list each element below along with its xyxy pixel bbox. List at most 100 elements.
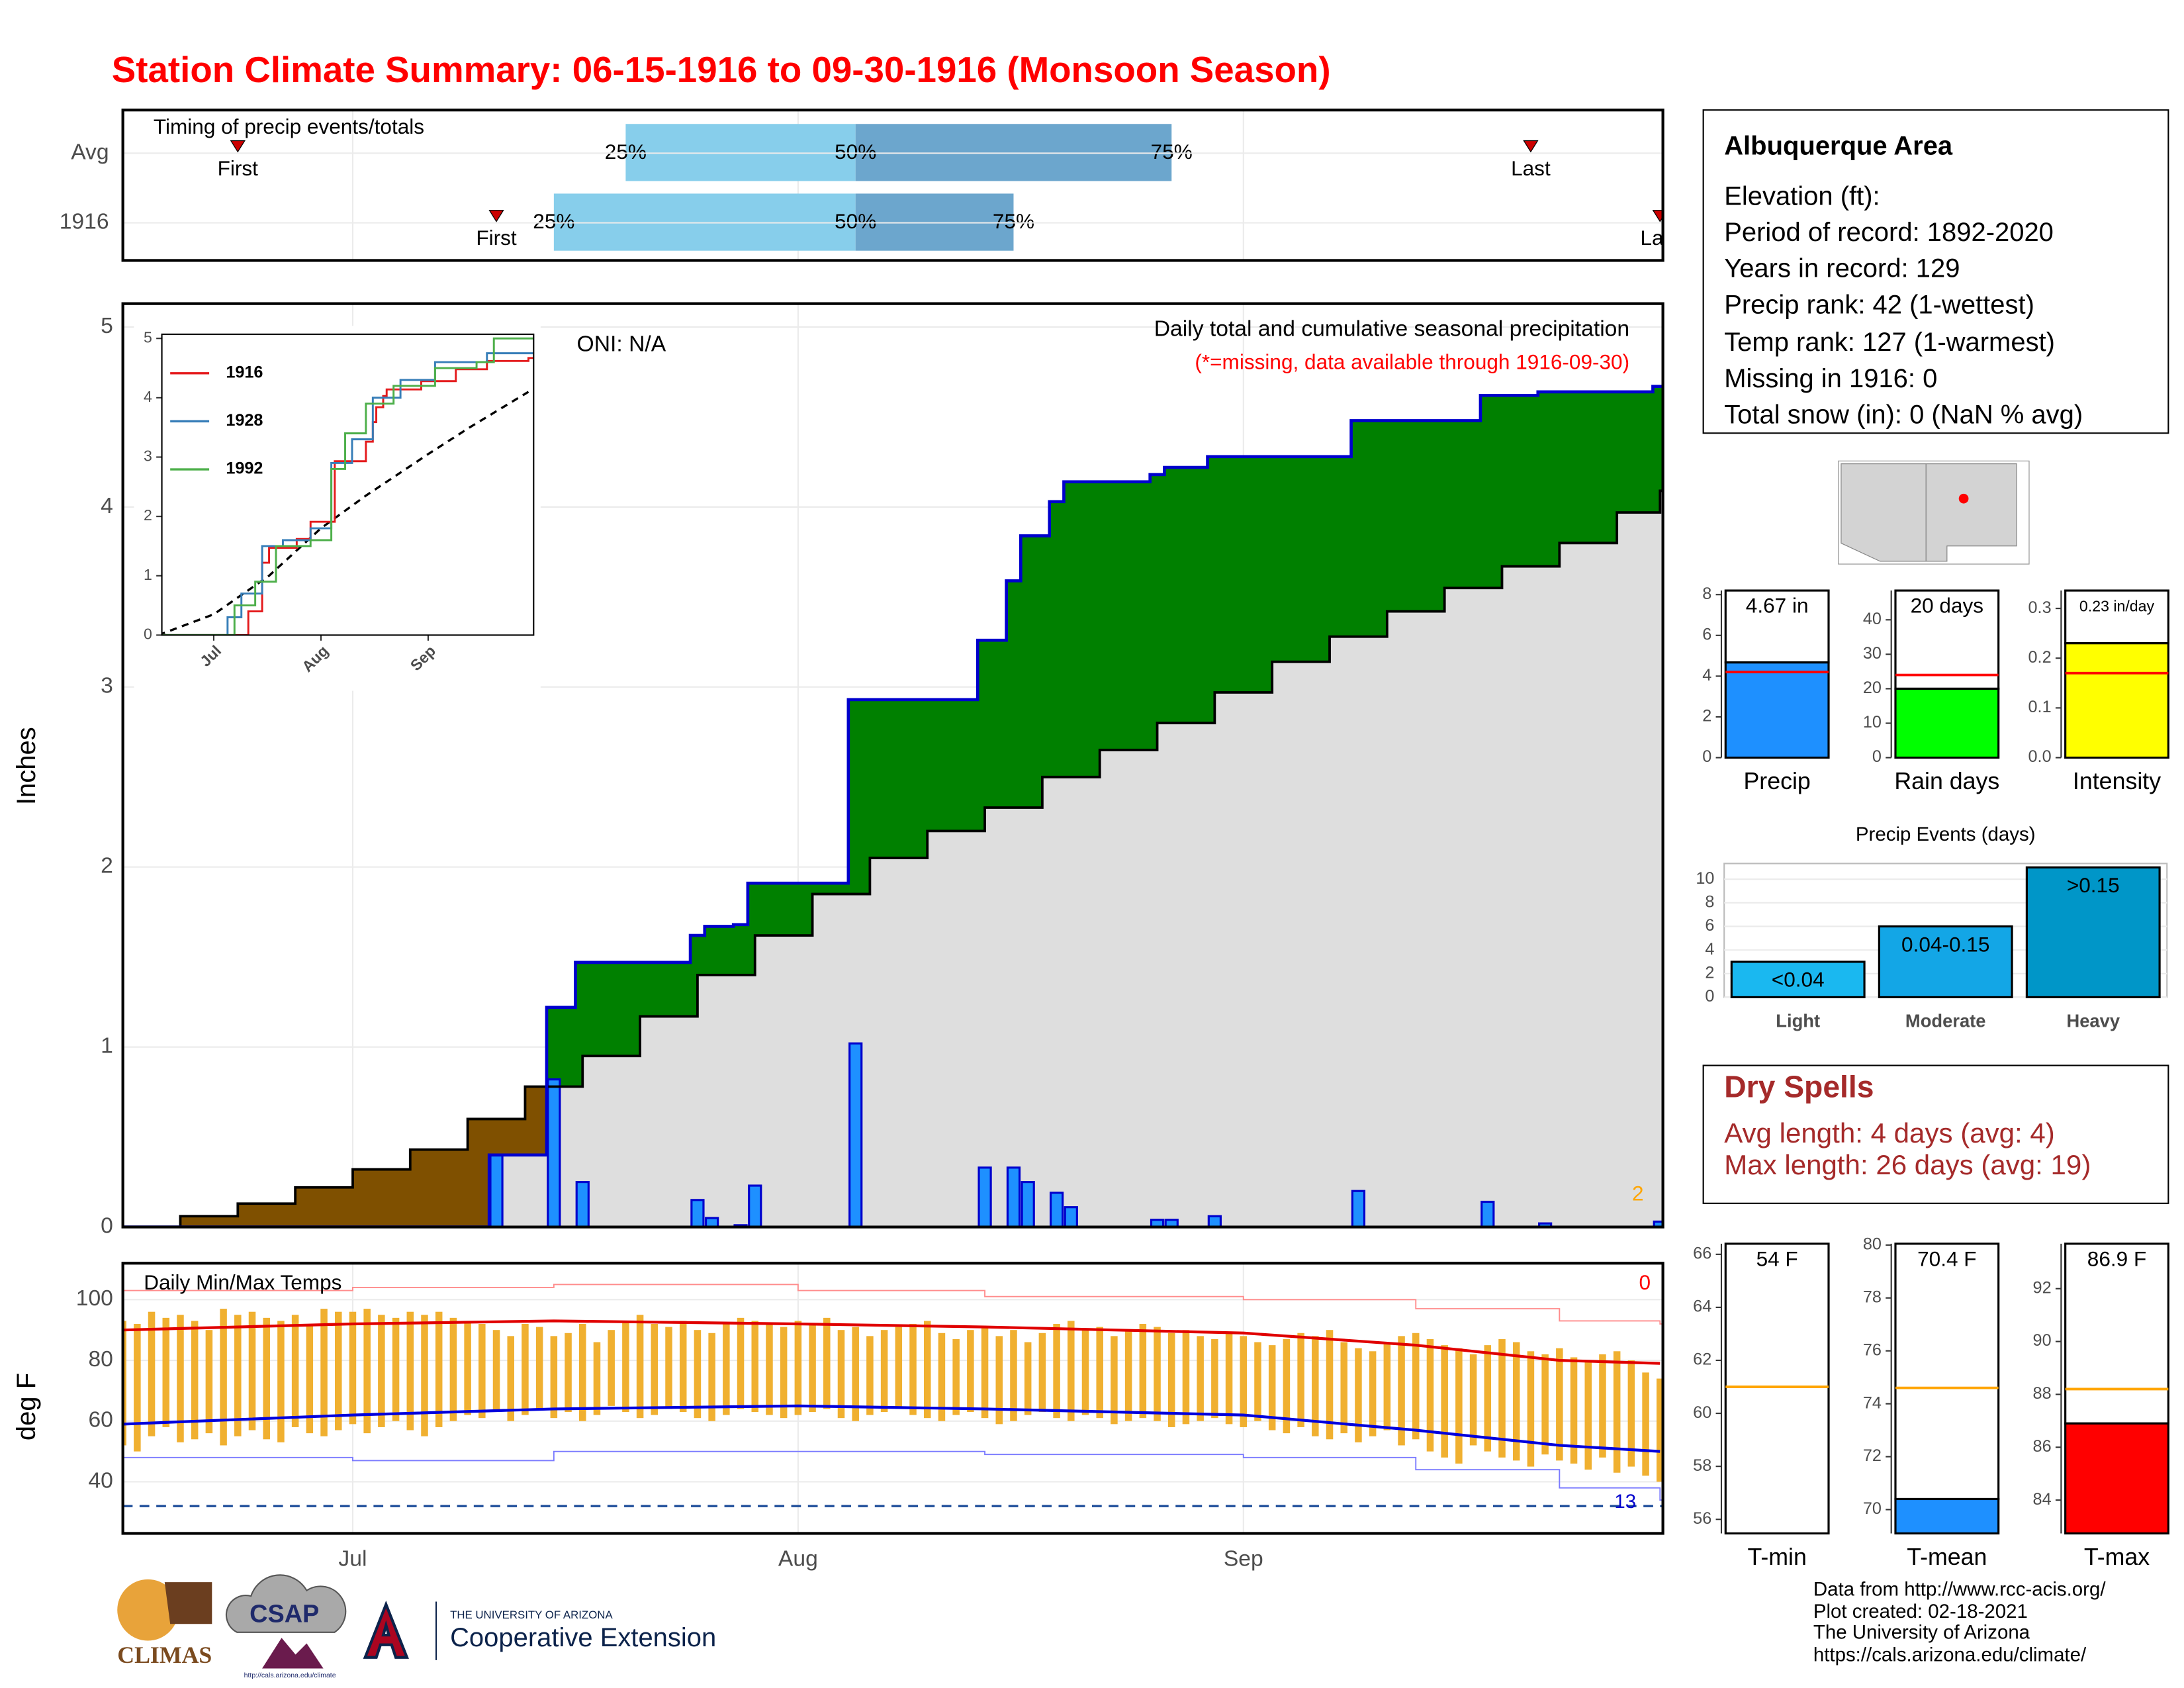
inset-frame — [161, 333, 535, 636]
y-tick-label: 0.3 — [2028, 598, 2052, 617]
dry-spells-line: Max length: 26 days (avg: 19) — [1724, 1149, 2091, 1180]
temp-range-bar — [263, 1317, 270, 1440]
temp-range-bar — [220, 1309, 227, 1446]
quartile-label: 25% — [605, 140, 647, 164]
temp-range-bar — [967, 1330, 974, 1413]
temp-range-bar — [1398, 1336, 1405, 1446]
temp-range-bar — [737, 1317, 745, 1409]
credit-line: https://cals.arizona.edu/climate/ — [1813, 1644, 2087, 1665]
temp-plot — [122, 1284, 1663, 1507]
temp-range-bar — [1613, 1351, 1621, 1473]
record-high-line — [122, 1284, 1663, 1325]
logo-shape — [117, 1579, 179, 1641]
temp-range-bar — [895, 1327, 903, 1409]
average-line — [122, 489, 1663, 1227]
y-tick-label: 80 — [88, 1347, 113, 1372]
temp-range-bar — [248, 1311, 256, 1430]
panel-title: Timing of precip events/totals — [154, 115, 424, 138]
temp-range-bar — [593, 1342, 601, 1415]
quartile-label: 50% — [835, 140, 876, 164]
quartile-bar — [553, 193, 856, 251]
temp-range-bar — [1081, 1330, 1089, 1415]
precip-plot — [122, 385, 1663, 1227]
temp-range-bar — [535, 1327, 543, 1409]
temp-range-bar — [565, 1333, 572, 1413]
info-box — [1702, 109, 2169, 434]
temp-range-bar — [306, 1324, 314, 1434]
temp-range-bar — [1584, 1360, 1592, 1470]
daily-precip-bar — [1480, 1200, 1495, 1227]
y-tick-label: 40 — [1863, 610, 1882, 628]
temp-range-bar — [1283, 1338, 1291, 1434]
y-tick-label: 4 — [101, 494, 113, 518]
label-box — [2064, 589, 2169, 645]
daily-precip-bar — [489, 1154, 504, 1227]
temp-range-bar — [392, 1317, 400, 1421]
temp-range-bar — [608, 1330, 615, 1406]
daily-precip-bar — [978, 1166, 992, 1227]
temp-range-bar — [995, 1336, 1003, 1425]
temp-range-bar — [1355, 1348, 1362, 1442]
y-tick-label: 0.2 — [2028, 648, 2052, 667]
record-low-line — [122, 1450, 1663, 1501]
value-label: <0.04 — [1772, 968, 1825, 992]
logo-shape — [164, 1582, 212, 1624]
event-bar — [1878, 925, 2013, 999]
temp-range-bar — [852, 1327, 859, 1421]
y-tick-label: 88 — [2033, 1384, 2052, 1403]
quartile-bar — [855, 193, 1014, 251]
y-tick-label: 92 — [2033, 1278, 2052, 1297]
temp-range-bar — [1211, 1338, 1218, 1419]
label-box — [2064, 1243, 2169, 1425]
temp-range-bar — [708, 1333, 715, 1421]
temp-range-bar — [277, 1321, 285, 1442]
temp-range-bar — [378, 1315, 385, 1427]
y-tick-label: 72 — [1863, 1446, 1882, 1465]
logo-text: THE UNIVERSITY OF ARIZONA — [450, 1609, 613, 1621]
temp-range-bar — [1469, 1354, 1477, 1446]
temp-range-bar — [1326, 1330, 1334, 1440]
ua-logo: THE UNIVERSITY OF ARIZONA Cooperative Ex… — [363, 1601, 716, 1660]
x-tick-label: Jul — [338, 1546, 367, 1571]
label-box — [1894, 589, 2000, 690]
logo-shape — [226, 1574, 347, 1633]
summary-bar — [1894, 1497, 2000, 1535]
temp-range-bar — [334, 1311, 342, 1430]
daily-precip-bar — [1064, 1206, 1078, 1227]
temp-range-bar — [1455, 1348, 1463, 1464]
legend-label: 1916 — [226, 363, 263, 382]
event-label: Last — [1640, 226, 1680, 250]
temp-range-bar — [1111, 1336, 1118, 1425]
y-tick-label: 0 — [101, 1213, 113, 1238]
temp-range-bar — [1268, 1345, 1276, 1430]
temp-range-bar — [794, 1321, 802, 1415]
corner-note: 2 — [1632, 1182, 1644, 1205]
temp-range-bar — [636, 1315, 644, 1419]
y-tick-label: 3 — [101, 674, 113, 698]
daily-precip-bar — [1021, 1181, 1035, 1227]
y-tick-label: 80 — [1863, 1235, 1882, 1254]
temp-range-bar — [837, 1330, 845, 1419]
temp-range-bar — [1182, 1330, 1190, 1425]
temp-range-bar — [1038, 1333, 1046, 1413]
temp-range-bar — [679, 1321, 687, 1413]
y-tick-label: 2 — [101, 854, 113, 878]
temp-range-bar — [1340, 1342, 1347, 1434]
csap-logo: CSAP http://cals.arizona.edu/climate — [226, 1574, 347, 1679]
y-tick-label: 3 — [144, 447, 152, 465]
category-label: Intensity — [2073, 768, 2161, 794]
temp-range-bar — [1512, 1342, 1520, 1461]
daily-precip-bar — [1006, 1166, 1021, 1227]
temp-range-bar — [191, 1321, 199, 1440]
temp-range-bar — [1627, 1360, 1635, 1467]
temp-range-bar — [809, 1324, 816, 1413]
temp-range-bar — [134, 1324, 141, 1452]
temp-range-bar — [1024, 1342, 1032, 1415]
temp-range-bar — [866, 1336, 874, 1415]
series-line — [161, 352, 534, 635]
temp-range-bar — [1657, 1378, 1663, 1482]
y-tick-label: 0 — [144, 626, 152, 643]
y-tick-label: 5 — [101, 314, 113, 338]
logo-shape — [262, 1638, 324, 1669]
value-label: 70.4 F — [1917, 1246, 1976, 1270]
